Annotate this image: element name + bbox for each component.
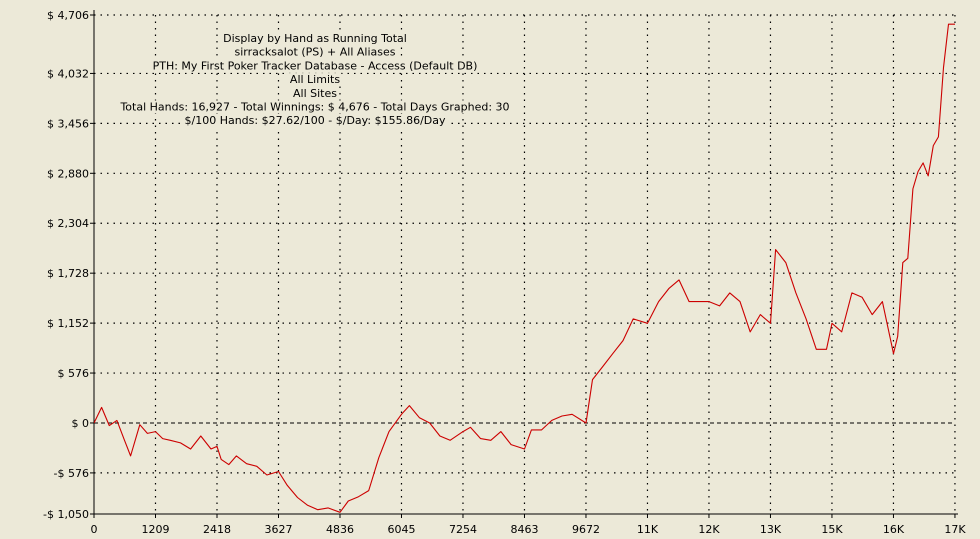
y-tick-label: $ 1,728 <box>47 267 89 280</box>
info-line: $/100 Hands: $27.62/100 - $/Day: $155.86… <box>185 114 446 127</box>
y-tick-label: -$ 576 <box>54 467 89 480</box>
x-tick-label: 16K <box>883 523 905 536</box>
info-line-bg <box>288 73 342 87</box>
series-layer <box>93 23 955 513</box>
info-line: Display by Hand as Running Total <box>223 32 407 45</box>
y-tick-label: -$ 1,050 <box>43 508 89 521</box>
info-line-bg <box>292 86 339 100</box>
info-line: PTH: My First Poker Tracker Database - A… <box>153 59 478 72</box>
y-axis-ticks: $ 4,706 $ 4,032 $ 3,456 $ 2,880 $ 2,304 $ 1,7… <box>43 9 94 521</box>
info-line-bg <box>222 32 408 45</box>
y-tick-label: $ 4,032 <box>47 67 89 80</box>
y-tick-label: $ 4,706 <box>47 9 89 22</box>
x-tick-label: 2418 <box>203 523 231 536</box>
info-line: Total Hands: 16,927 - Total Winnings: $ … <box>119 101 509 114</box>
y-tick-label: $ 3,456 <box>47 117 89 130</box>
x-tick-label: 15K <box>821 523 843 536</box>
y-tick-label: $ 2,880 <box>47 167 89 180</box>
axes <box>93 10 958 515</box>
y-tick-label: $ 576 <box>58 367 90 380</box>
x-tick-label: 8463 <box>510 523 538 536</box>
x-tick-label: 7254 <box>449 523 477 536</box>
x-tick-label: 17K <box>944 523 966 536</box>
info-line: All Limits <box>290 73 340 86</box>
info-line-bg <box>183 114 447 128</box>
grid <box>94 14 956 514</box>
x-tick-label: 4836 <box>326 523 354 536</box>
info-line-bg <box>118 100 511 114</box>
info-line: sirracksalot (PS) + All Aliases <box>234 46 395 59</box>
chart-info-text: Display by Hand as Running Totalsirracks… <box>118 32 511 128</box>
y-tick-label: $ 1,152 <box>47 317 89 330</box>
info-line-bg <box>233 45 397 59</box>
x-tick-label: 13K <box>760 523 782 536</box>
x-axis-ticks: 0 1209 2418 3627 4836 6045 7254 8463 9672 11K 12K 1… <box>91 514 966 536</box>
info-line-bg <box>151 59 479 73</box>
x-tick-label: 6045 <box>387 523 415 536</box>
x-tick-label: 11K <box>637 523 659 536</box>
series-line-0 <box>93 23 955 513</box>
x-tick-label: 1209 <box>141 523 169 536</box>
x-tick-label: 12K <box>698 523 720 536</box>
y-tick-label: $ 0 <box>72 417 90 430</box>
x-tick-label: 0 <box>91 523 98 536</box>
y-tick-label: $ 2,304 <box>47 217 89 230</box>
x-tick-label: 3627 <box>264 523 292 536</box>
info-line: All Sites <box>293 87 337 100</box>
x-tick-label: 9672 <box>572 523 600 536</box>
